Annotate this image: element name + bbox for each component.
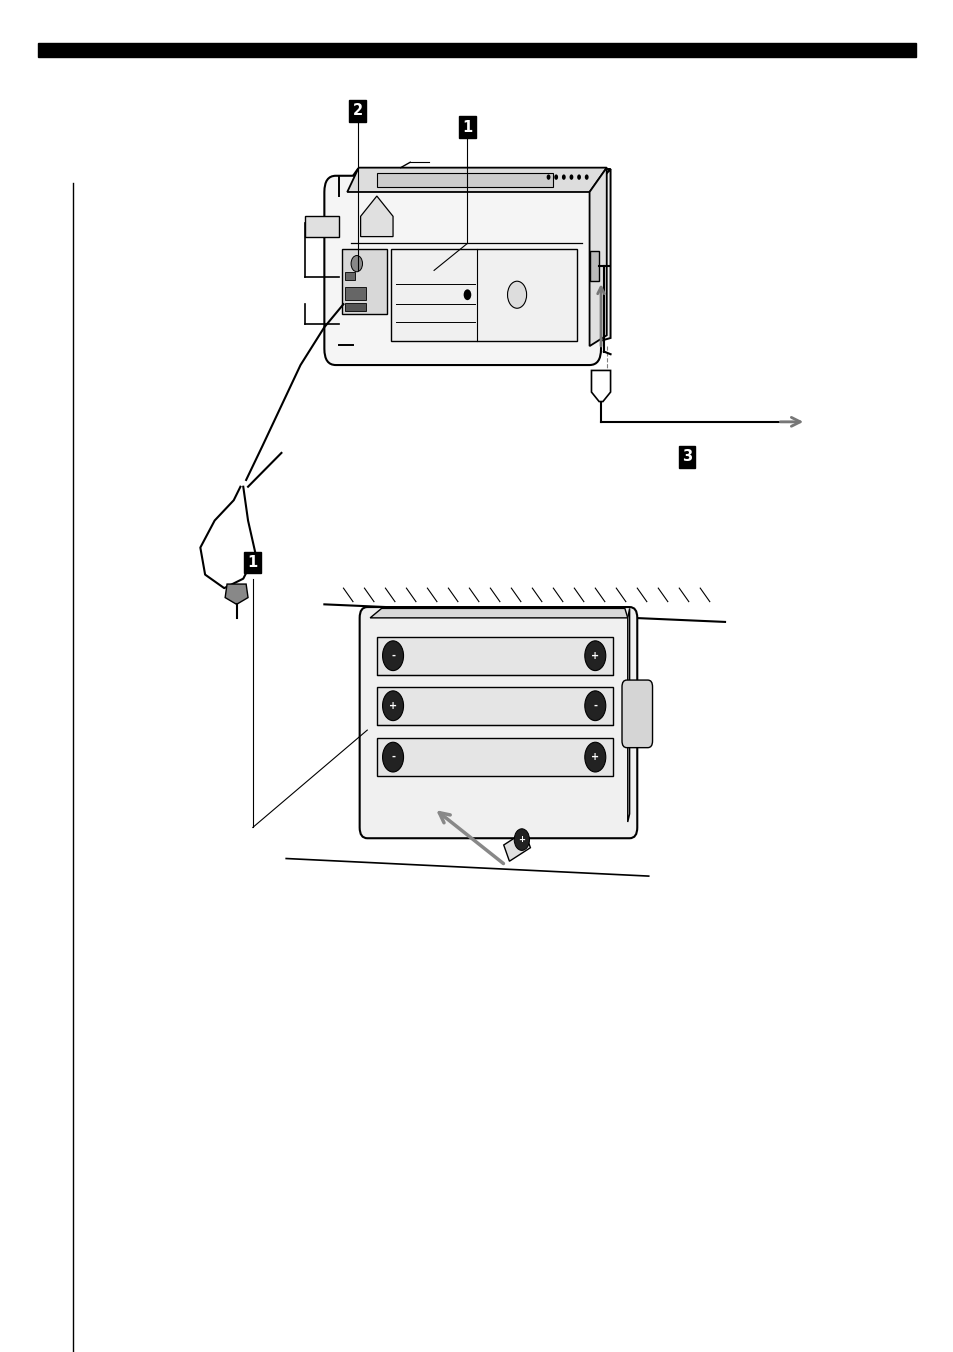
Text: -: - xyxy=(391,650,395,661)
Text: +: + xyxy=(591,650,598,661)
Bar xyxy=(589,251,598,281)
Text: +: + xyxy=(389,700,396,711)
Text: -: - xyxy=(593,700,597,711)
Polygon shape xyxy=(586,169,610,345)
Bar xyxy=(345,272,355,280)
Polygon shape xyxy=(347,168,606,192)
Circle shape xyxy=(584,742,605,772)
Bar xyxy=(38,43,915,57)
Bar xyxy=(345,287,366,300)
Polygon shape xyxy=(360,196,393,237)
Bar xyxy=(376,637,613,675)
Polygon shape xyxy=(225,584,248,604)
FancyBboxPatch shape xyxy=(359,607,637,838)
Polygon shape xyxy=(589,168,606,346)
Circle shape xyxy=(577,174,580,180)
Polygon shape xyxy=(627,608,629,822)
Bar xyxy=(341,249,387,314)
Bar xyxy=(376,173,553,187)
Circle shape xyxy=(546,174,550,180)
Bar xyxy=(376,687,613,725)
Polygon shape xyxy=(591,370,610,402)
Polygon shape xyxy=(305,216,338,237)
Circle shape xyxy=(584,691,605,721)
FancyBboxPatch shape xyxy=(621,680,652,748)
Bar xyxy=(376,738,613,776)
Text: +: + xyxy=(517,836,525,844)
Polygon shape xyxy=(338,196,586,345)
Circle shape xyxy=(382,742,403,772)
Polygon shape xyxy=(338,169,610,196)
Text: 3: 3 xyxy=(681,449,691,465)
Circle shape xyxy=(584,641,605,671)
Circle shape xyxy=(584,174,588,180)
Circle shape xyxy=(351,256,362,272)
Polygon shape xyxy=(370,608,627,618)
Circle shape xyxy=(561,174,565,180)
Circle shape xyxy=(507,281,526,308)
Bar xyxy=(391,249,577,341)
Bar xyxy=(345,303,366,311)
Circle shape xyxy=(382,691,403,721)
Text: -: - xyxy=(391,752,395,763)
Text: +: + xyxy=(591,752,598,763)
Text: 2: 2 xyxy=(353,103,362,119)
Text: 1: 1 xyxy=(248,554,257,571)
Circle shape xyxy=(514,829,529,850)
Text: 1: 1 xyxy=(462,119,472,135)
Circle shape xyxy=(569,174,573,180)
Circle shape xyxy=(382,641,403,671)
FancyBboxPatch shape xyxy=(324,176,600,365)
Polygon shape xyxy=(503,831,530,861)
Circle shape xyxy=(554,174,558,180)
Circle shape xyxy=(463,289,471,300)
